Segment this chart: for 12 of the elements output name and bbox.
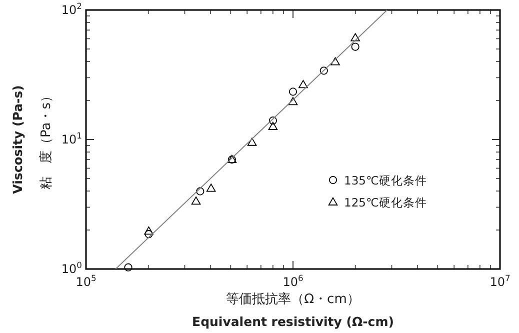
legend-label: 135℃硬化条件: [344, 174, 427, 188]
x-axis-title: 等価抵抗率（Ω・cm）: [226, 291, 360, 307]
y-axis-title: 粘 度（Pa・s）: [38, 90, 54, 190]
x-tick-label: 10$^{6}$: [282, 273, 304, 289]
legend-label: 125℃硬化条件: [344, 196, 427, 210]
text: Equivalent resistivity (Ω-cm): [192, 314, 394, 329]
y-tick-label: 10$^{0}$: [61, 260, 82, 276]
y-tick-label: 10$^{2}$: [61, 1, 82, 17]
y-tick-label: 10$^{1}$: [61, 130, 82, 146]
text: Viscosity (Pa-s): [10, 85, 25, 194]
x-tick-label: 10$^{5}$: [76, 273, 96, 289]
x-tick-label: 10$^{7}$: [490, 273, 510, 289]
